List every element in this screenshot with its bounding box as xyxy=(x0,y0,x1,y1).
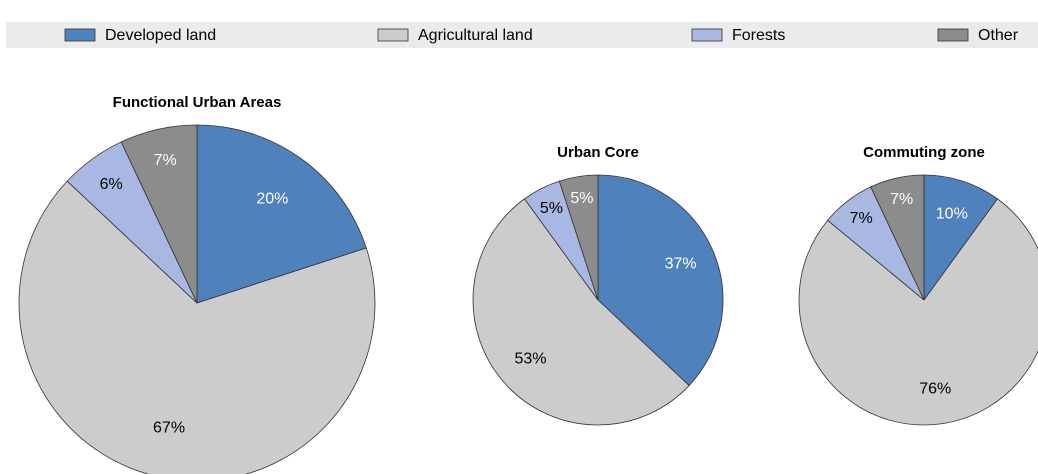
pie-slice xyxy=(870,174,925,301)
value-label: 37% xyxy=(665,255,697,272)
chart-title: Functional Urban Areas xyxy=(113,94,282,111)
value-label: 76% xyxy=(919,381,951,398)
legend-background xyxy=(6,22,1038,48)
value-label: 5% xyxy=(570,190,593,207)
pie-slice xyxy=(923,174,999,302)
legend-label: Developed land xyxy=(105,27,216,44)
legend-swatch xyxy=(64,28,96,42)
value-label: 67% xyxy=(153,419,185,436)
value-label: 7% xyxy=(850,210,873,227)
pie-slice xyxy=(18,180,376,474)
pie-slice xyxy=(196,124,367,304)
chart-title: Commuting zone xyxy=(863,144,985,161)
legend-label: Other xyxy=(978,27,1019,44)
value-label: 6% xyxy=(100,176,123,193)
value-label: 10% xyxy=(936,206,968,223)
value-label: 53% xyxy=(514,351,546,368)
legend-swatch xyxy=(377,28,409,42)
pie-slice xyxy=(597,174,724,387)
legend-label: Agricultural land xyxy=(418,27,533,44)
pie-slice xyxy=(120,124,198,304)
legend-label: Forests xyxy=(732,27,785,44)
value-label: 7% xyxy=(890,191,913,208)
value-label: 20% xyxy=(256,191,288,208)
value-label: 7% xyxy=(154,152,177,169)
pie-slice xyxy=(472,198,690,426)
pie-slice xyxy=(798,198,1038,426)
legend-swatch xyxy=(937,28,969,42)
value-label: 5% xyxy=(540,200,563,217)
chart-title: Urban Core xyxy=(557,144,639,161)
pie-slice xyxy=(558,174,599,301)
legend-swatch xyxy=(691,28,723,42)
